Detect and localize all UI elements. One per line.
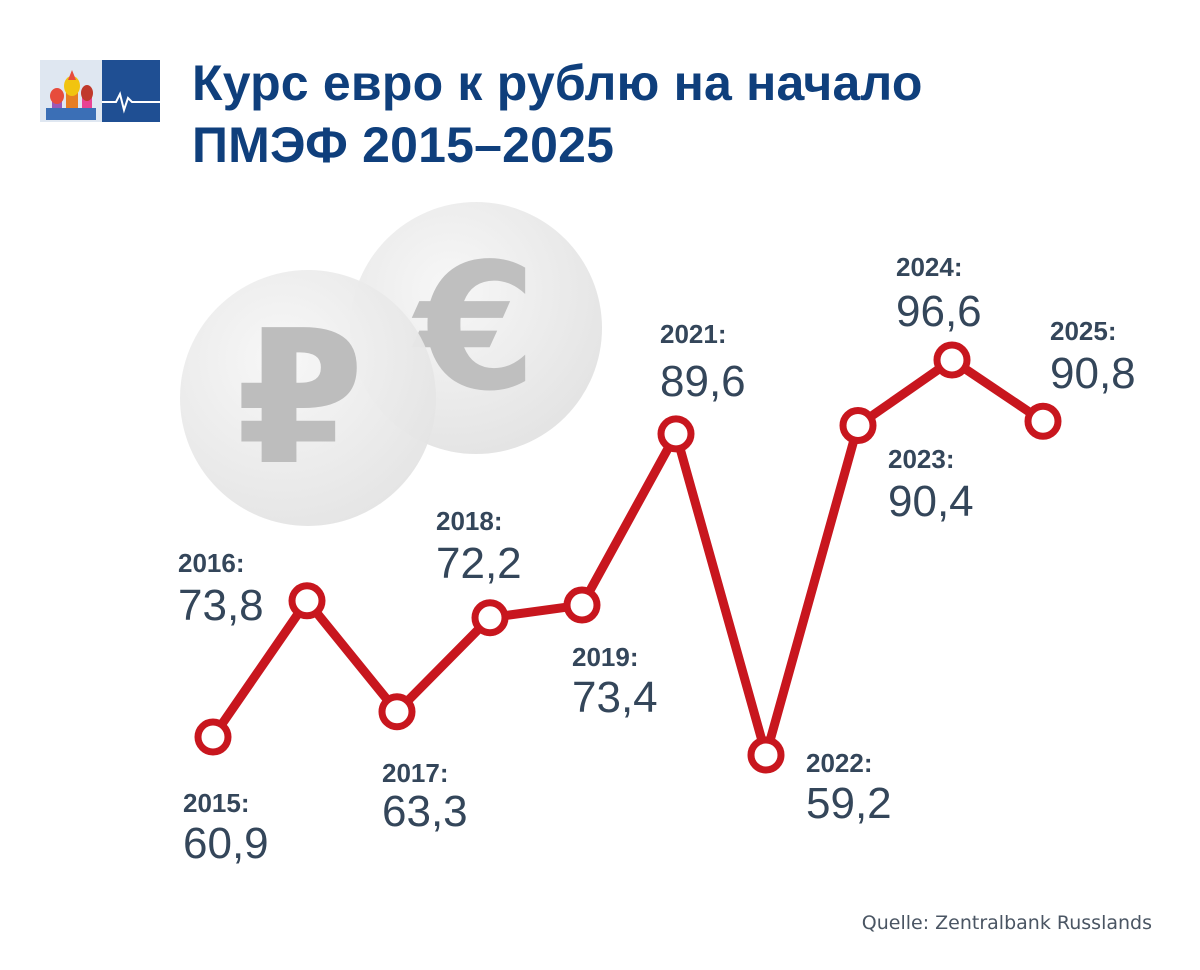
- spief-logo: [40, 60, 160, 122]
- year-label-2024: 2024:: [896, 252, 963, 282]
- chart-title: Курс евро к рублю на начало ПМЭФ 2015–20…: [192, 52, 923, 176]
- series-line: [209, 355, 1046, 760]
- title-line-1: Курс евро к рублю на начало: [192, 55, 923, 111]
- value-label-2018: 72,2: [436, 539, 522, 588]
- value-label-2015: 60,9: [183, 819, 269, 868]
- data-point-2016: [288, 582, 326, 620]
- value-label-2024: 96,6: [896, 287, 982, 336]
- data-labels-layer: 2015:60,9 2016:73,8 2017:63,3 2018:72,2 2019…: [178, 252, 1136, 868]
- source-note: Quelle: Zentralbank Russlands: [861, 912, 1152, 934]
- value-label-2017: 63,3: [382, 787, 468, 836]
- data-point-2021: [657, 415, 695, 453]
- value-label-2019: 73,4: [572, 673, 658, 722]
- ruble-icon: ₽: [236, 290, 365, 506]
- data-points-layer: [194, 341, 1062, 774]
- year-label-2021: 2021:: [660, 319, 727, 349]
- year-label-2025: 2025:: [1050, 316, 1117, 346]
- year-label-2023: 2023:: [888, 444, 955, 474]
- year-label-2022: 2022:: [806, 748, 873, 778]
- data-point-2017: [378, 693, 416, 731]
- currency-coins: € ₽: [180, 202, 602, 526]
- value-label-2021: 89,6: [660, 357, 746, 406]
- data-point-2015: [194, 718, 232, 756]
- year-label-2015: 2015:: [183, 788, 250, 818]
- data-point-2019: [563, 586, 601, 624]
- value-label-2016: 73,8: [178, 581, 264, 630]
- data-point-2018: [471, 599, 509, 637]
- year-label-2017: 2017:: [382, 758, 449, 788]
- value-label-2025: 90,8: [1050, 349, 1136, 398]
- data-point-2024: [933, 341, 971, 379]
- series-line-layer: [209, 355, 1046, 760]
- data-point-2023: [839, 406, 877, 444]
- year-label-2016: 2016:: [178, 548, 245, 578]
- ruble-coin: [180, 270, 436, 526]
- year-label-2019: 2019:: [572, 642, 639, 672]
- year-label-2018: 2018:: [436, 506, 503, 536]
- title-line-2: ПМЭФ 2015–2025: [192, 117, 615, 173]
- value-label-2022: 59,2: [806, 779, 892, 828]
- data-point-2025: [1024, 402, 1062, 440]
- data-point-2022: [747, 736, 785, 774]
- value-label-2023: 90,4: [888, 477, 974, 526]
